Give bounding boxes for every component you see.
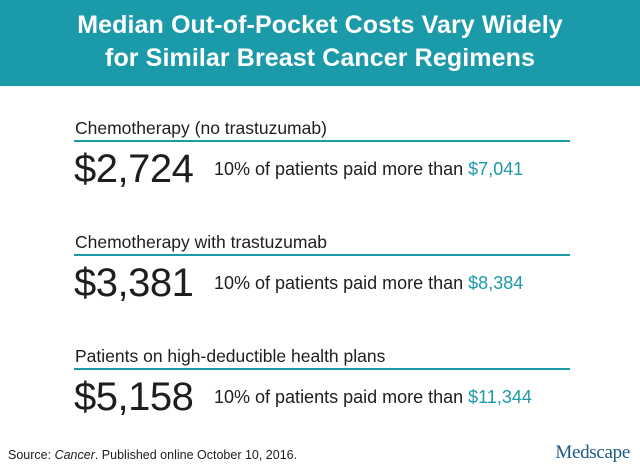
source-citation: Source: Cancer. Published online October…	[8, 447, 297, 463]
section-divider	[74, 140, 570, 142]
section-label: Chemotherapy with trastuzumab	[75, 232, 327, 252]
percentile-note: 10% of patients paid more than $7,041	[214, 158, 523, 180]
section-divider	[74, 254, 570, 256]
percentile-note-text: 10% of patients paid more than	[214, 273, 469, 293]
cost-section-chemo-with-trastuzumab: Chemotherapy with trastuzumab $3,381 10%…	[74, 231, 570, 308]
page-title-line-1: Median Out-of-Pocket Costs Vary Widely	[77, 11, 563, 39]
median-cost: $2,724	[74, 147, 194, 191]
section-row: $3,381 10% of patients paid more than $8…	[74, 258, 570, 308]
percentile-value: $11,344	[468, 387, 532, 407]
cost-section-chemo-no-trastuzumab: Chemotherapy (no trastuzumab) $2,724 10%…	[74, 117, 570, 194]
source-suffix: . Published online October 10, 2016.	[94, 448, 298, 462]
section-label: Patients on high-deductible health plans	[75, 346, 386, 366]
percentile-value: $7,041	[468, 159, 524, 179]
percentile-value: $8,384	[468, 273, 524, 293]
section-label: Chemotherapy (no trastuzumab)	[75, 118, 327, 138]
percentile-note-text: 10% of patients paid more than	[214, 387, 469, 407]
medscape-logo: Medscape	[555, 442, 630, 463]
title-banner: Median Out-of-Pocket Costs Vary Widely f…	[0, 0, 640, 86]
median-cost: $5,158	[74, 375, 194, 419]
source-journal: Cancer	[54, 448, 95, 462]
cost-section-high-deductible: Patients on high-deductible health plans…	[74, 345, 570, 422]
source-prefix: Source:	[8, 448, 55, 462]
section-row: $2,724 10% of patients paid more than $7…	[74, 144, 570, 194]
section-divider	[74, 368, 570, 370]
section-row: $5,158 10% of patients paid more than $1…	[74, 372, 570, 422]
percentile-note: 10% of patients paid more than $11,344	[214, 386, 532, 408]
percentile-note-text: 10% of patients paid more than	[214, 159, 469, 179]
percentile-note: 10% of patients paid more than $8,384	[214, 272, 523, 294]
page-title-line-2: for Similar Breast Cancer Regimens	[105, 44, 535, 72]
median-cost: $3,381	[74, 261, 194, 305]
